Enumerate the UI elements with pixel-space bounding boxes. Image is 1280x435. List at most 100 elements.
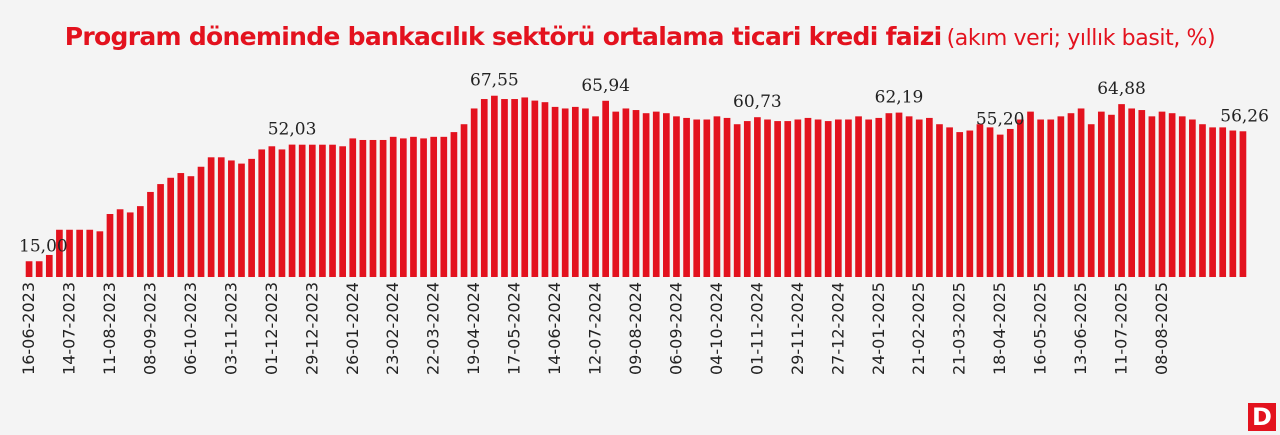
bar xyxy=(1199,124,1206,277)
x-tick-label: 16-06-2023 xyxy=(19,282,38,375)
bar xyxy=(986,127,994,278)
x-tick-label: 21-02-2025 xyxy=(909,282,928,375)
bar xyxy=(1118,104,1125,277)
data-label: 55,20 xyxy=(976,110,1025,130)
bar xyxy=(754,117,761,277)
bar xyxy=(460,124,468,277)
bar xyxy=(582,108,589,277)
bar xyxy=(713,116,721,277)
x-tick-label: 06-09-2024 xyxy=(666,282,685,375)
bar xyxy=(531,100,539,277)
bar xyxy=(784,121,792,277)
bar xyxy=(673,116,680,277)
bar xyxy=(926,117,933,278)
bar xyxy=(298,144,306,277)
bar xyxy=(764,119,771,277)
bar xyxy=(86,229,94,277)
bar xyxy=(1138,110,1146,277)
x-tick-label: 08-09-2023 xyxy=(140,282,159,375)
bar-group xyxy=(25,95,1247,278)
bar xyxy=(319,144,326,277)
bar xyxy=(1148,116,1156,277)
x-tick-label: 24-01-2025 xyxy=(869,282,888,375)
brand-logo: D xyxy=(1248,403,1276,431)
bar xyxy=(1017,119,1024,277)
bar xyxy=(895,112,903,277)
bar xyxy=(824,121,832,277)
bar xyxy=(592,116,599,277)
bar xyxy=(642,113,650,277)
x-tick-label: 11-07-2025 xyxy=(1112,282,1131,375)
bar xyxy=(329,144,336,277)
data-label-group: 15,00 52,03 67,55 65,94 60,73 62,19 55,20 64,88… xyxy=(19,71,1269,257)
bar xyxy=(632,110,640,277)
bar xyxy=(238,163,245,277)
bar xyxy=(258,149,266,277)
bar xyxy=(915,119,923,277)
x-tick-label: 18-04-2025 xyxy=(990,282,1009,375)
bar xyxy=(996,134,1004,277)
bar xyxy=(1178,116,1186,277)
x-tick-label: 16-05-2025 xyxy=(1031,282,1050,375)
bar xyxy=(541,102,549,278)
bar xyxy=(1057,116,1065,277)
bar xyxy=(571,106,579,278)
bar xyxy=(470,108,478,277)
bar xyxy=(693,119,701,277)
bar xyxy=(430,136,438,277)
bar xyxy=(1087,124,1095,277)
bar xyxy=(774,121,781,277)
bar xyxy=(177,173,185,277)
x-tick-label: 03-11-2023 xyxy=(221,282,240,375)
data-label: 67,55 xyxy=(470,71,519,91)
bar xyxy=(308,144,316,277)
bar xyxy=(1006,128,1014,277)
bar xyxy=(511,99,518,277)
x-tick-label: 26-01-2024 xyxy=(343,282,362,375)
bar xyxy=(976,124,984,277)
bar xyxy=(622,108,630,277)
data-label: 56,26 xyxy=(1220,106,1269,126)
bar xyxy=(723,117,731,278)
x-tick-label: 23-02-2024 xyxy=(383,282,402,375)
bar xyxy=(66,229,73,277)
x-tick-label: 17-05-2024 xyxy=(505,282,524,375)
bar xyxy=(389,136,397,277)
bar xyxy=(400,138,407,277)
bar xyxy=(450,132,458,277)
bar xyxy=(45,254,53,277)
bar xyxy=(501,99,508,277)
bar xyxy=(551,106,559,278)
bar xyxy=(1077,108,1085,277)
data-label: 62,19 xyxy=(875,88,924,108)
bar xyxy=(359,139,367,277)
bar xyxy=(1047,119,1055,277)
x-tick-label: 06-10-2023 xyxy=(181,282,200,375)
bar xyxy=(228,160,235,277)
data-label: 15,00 xyxy=(19,236,68,256)
bar xyxy=(1229,130,1237,277)
bar xyxy=(35,261,43,277)
bar xyxy=(76,229,83,277)
data-label: 52,03 xyxy=(268,120,317,140)
bar xyxy=(865,119,872,277)
x-tick-label: 09-08-2024 xyxy=(626,282,645,375)
bar xyxy=(1209,127,1216,278)
bar xyxy=(1239,131,1247,277)
x-tick-label: 12-07-2024 xyxy=(586,282,605,375)
bar xyxy=(217,157,225,277)
bar xyxy=(116,209,124,277)
bar xyxy=(743,121,751,277)
bar xyxy=(288,144,296,277)
bar xyxy=(1037,119,1044,277)
bar xyxy=(703,119,711,277)
bar xyxy=(946,127,953,278)
x-tick-label: 01-11-2024 xyxy=(747,282,766,375)
x-tick-label: 11-08-2023 xyxy=(100,282,119,375)
bar xyxy=(1108,114,1115,277)
bar xyxy=(652,111,660,278)
bar xyxy=(248,158,255,278)
bar xyxy=(804,117,812,278)
bar xyxy=(157,184,164,277)
